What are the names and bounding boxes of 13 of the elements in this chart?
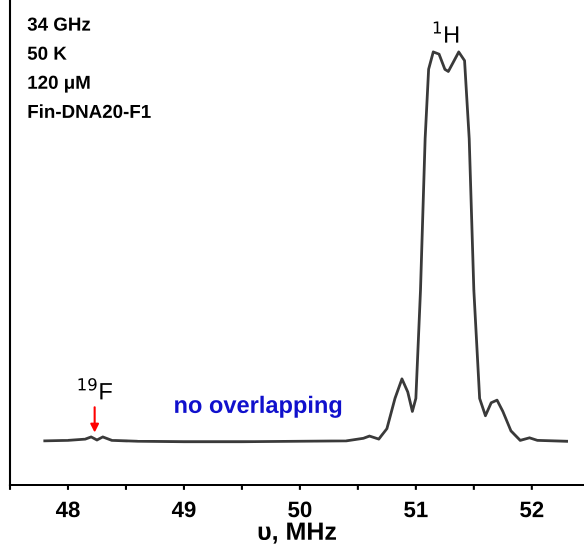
text: $^{1}$H: [434, 21, 458, 43]
annotation: no overlapping: [175, 396, 342, 418]
x-tick-label: 48: [56, 502, 80, 518]
x-axis-title: υ, MHz: [258, 522, 336, 544]
annotation: Fin-DNA20-F1: [28, 104, 151, 118]
text: 34 GHz: [28, 17, 90, 31]
annotation: 50 K: [28, 46, 67, 60]
annotation: 120 μM: [28, 76, 90, 93]
annotation: $^{19}$F: [78, 378, 112, 400]
x-tick-label: 49: [172, 502, 196, 518]
x-tick-label: 50: [288, 502, 312, 518]
x-tick-label: 51: [404, 502, 428, 518]
x-tick-label: 52: [520, 502, 544, 518]
